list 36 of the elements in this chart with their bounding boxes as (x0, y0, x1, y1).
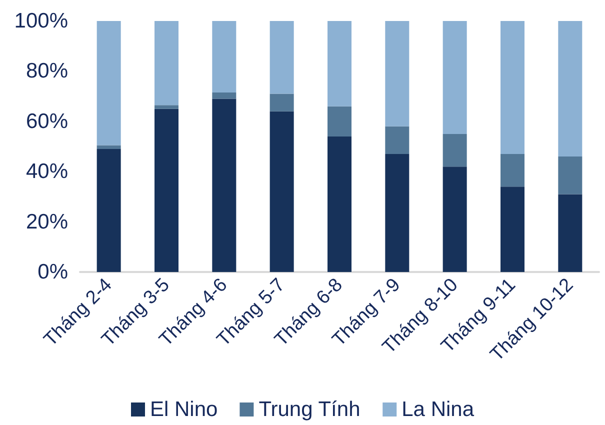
bar (154, 105, 178, 109)
bar (385, 154, 410, 272)
bar (212, 98, 236, 272)
bar (558, 194, 582, 272)
bar (500, 154, 524, 187)
bar (270, 21, 294, 94)
bar (385, 21, 410, 126)
bar (154, 108, 178, 272)
bar (500, 186, 524, 272)
bar (328, 106, 352, 136)
bar (154, 21, 178, 106)
bar (270, 111, 294, 272)
legend-label: El Nino (150, 398, 218, 421)
y-tick-label: 20% (26, 210, 68, 234)
bar (96, 149, 121, 272)
bar (442, 21, 467, 134)
bar (328, 21, 352, 106)
bar (442, 134, 467, 167)
legend-label: La Nina (402, 398, 474, 421)
y-tick-label: 0% (38, 260, 68, 284)
bar (385, 126, 410, 154)
bar (558, 156, 582, 194)
legend-label: Trung Tính (258, 398, 360, 421)
y-tick-label: 60% (26, 110, 68, 133)
bar (328, 136, 352, 272)
bar (96, 21, 121, 146)
y-tick-label: 100% (14, 10, 68, 32)
bar (500, 21, 524, 154)
bar (442, 166, 467, 272)
y-tick-label: 80% (26, 60, 68, 83)
bar (558, 21, 582, 157)
bar (96, 145, 121, 150)
bar (212, 21, 236, 93)
bar (212, 92, 236, 99)
y-tick-label: 40% (26, 160, 68, 184)
bar (270, 94, 294, 112)
